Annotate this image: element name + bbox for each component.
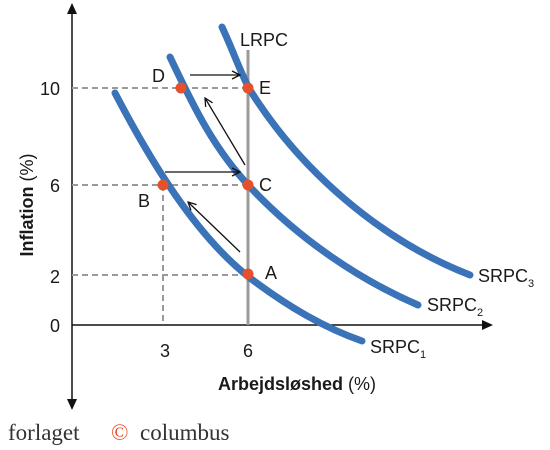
y-tick-label: 2 xyxy=(50,267,60,287)
y-tick-label: 10 xyxy=(40,79,60,99)
curve-label: SRPC1 xyxy=(370,337,426,361)
point-label: E xyxy=(259,78,271,98)
y-title-unit: (%) xyxy=(17,153,37,181)
curve-sub: 2 xyxy=(477,307,483,319)
x-tick-label: 6 xyxy=(243,341,253,361)
srpc2 xyxy=(166,53,422,309)
y-title-main: Inflation xyxy=(17,187,37,257)
arrow xyxy=(188,202,241,253)
point-label: B xyxy=(138,191,150,211)
curve-sub: 3 xyxy=(528,278,534,290)
curve-label: SRPC2 xyxy=(427,295,483,319)
point-label: D xyxy=(152,66,165,86)
point-label: C xyxy=(259,175,272,195)
x-title-main: Arbejdsløshed xyxy=(218,374,343,394)
curve-name: SRPC xyxy=(370,337,420,357)
y-tick-label: 0 xyxy=(50,316,60,336)
footer-left: forlaget xyxy=(8,420,80,445)
point xyxy=(242,82,254,94)
curve-name: SRPC xyxy=(427,295,477,315)
point xyxy=(157,179,169,191)
y-axis-title: Inflation (%) xyxy=(17,153,37,256)
footer-right: columbus xyxy=(140,420,229,445)
x-title-unit: (%) xyxy=(348,374,376,394)
point-label: A xyxy=(265,263,277,283)
srpc1 xyxy=(111,89,366,345)
arrow xyxy=(205,98,246,166)
x-axis-title: Arbejdsløshed (%) xyxy=(218,374,376,394)
srpc3 xyxy=(218,23,474,279)
y-tick-label: 6 xyxy=(50,176,60,196)
curve-name: SRPC xyxy=(478,266,528,286)
point xyxy=(242,268,254,280)
lrpc-label: LRPC xyxy=(240,30,288,50)
footer-logo: © xyxy=(111,420,128,445)
point xyxy=(242,179,254,191)
x-tick-label: 3 xyxy=(160,341,170,361)
curve-sub: 1 xyxy=(420,349,426,361)
curve-label: SRPC3 xyxy=(478,266,534,290)
point xyxy=(175,82,187,94)
